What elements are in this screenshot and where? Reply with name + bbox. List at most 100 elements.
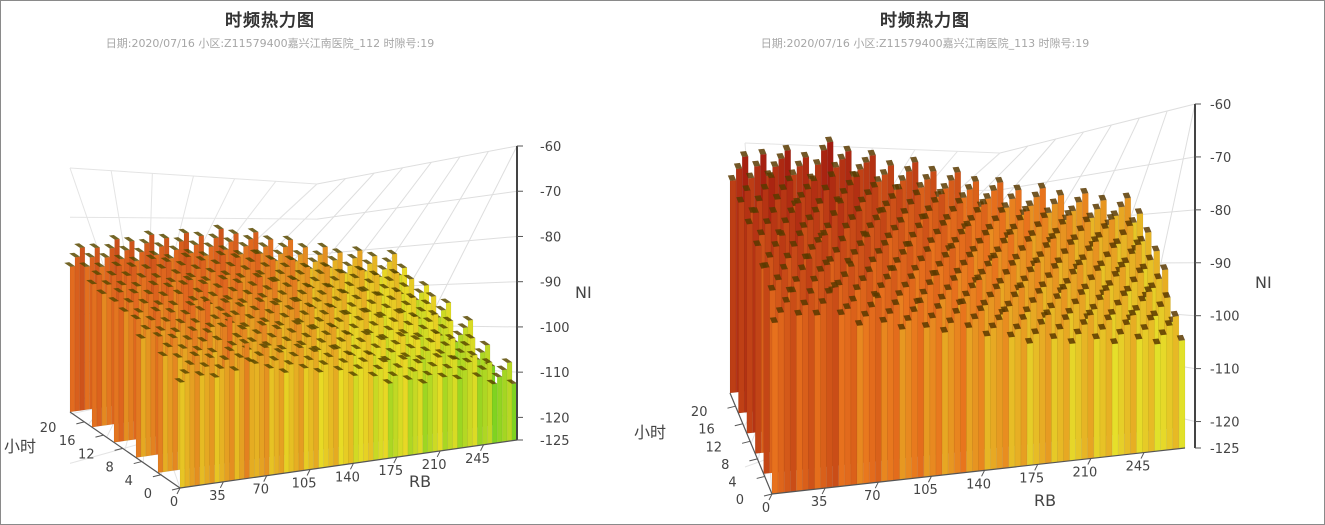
rb-bar-top — [201, 328, 213, 333]
z-axis-label: NI — [575, 283, 592, 302]
rb-bar-top — [284, 255, 296, 261]
rb-bar-top — [204, 322, 216, 328]
rb-bar-top — [1162, 292, 1171, 298]
rb-bar-top — [64, 262, 75, 267]
rb-bar-top — [256, 292, 268, 298]
rb-bar-top — [397, 328, 409, 334]
rb-bar — [373, 375, 379, 461]
rb-bar-top — [995, 277, 1005, 284]
rb-bar-top — [108, 234, 120, 240]
heatmap-panel-right: 时频热力图 日期:2020/07/16 小区:Z11579400嘉兴江南医院_1… — [620, 0, 1325, 525]
rb-bar-top — [850, 248, 859, 255]
rb-bar-top — [794, 309, 803, 316]
rb-bar-top — [153, 242, 165, 247]
rb-bar-top — [1059, 283, 1068, 290]
rb-bar-top — [227, 229, 239, 235]
rb-bar-top — [1030, 328, 1040, 335]
rb-bar — [820, 302, 827, 489]
rb-bar-top — [922, 173, 931, 180]
x-tick-mark — [1087, 458, 1092, 465]
rb-bar-top — [238, 338, 250, 344]
rb-bar-top — [272, 249, 284, 255]
rb-bar — [996, 319, 1003, 470]
rb-bar-top — [1027, 230, 1037, 237]
y-tick-label: 8 — [721, 458, 729, 473]
rb-bar-top — [762, 218, 772, 225]
rb-bar-top — [397, 354, 408, 360]
rb-bar-top — [836, 309, 845, 316]
rb-bar-top — [873, 292, 882, 299]
rb-bar-top — [106, 270, 117, 276]
rb-bar — [273, 359, 280, 475]
rb-bar-top — [967, 282, 977, 289]
rb-bar-top — [756, 229, 766, 236]
rb-bar — [368, 353, 374, 462]
rb-bar — [1075, 333, 1082, 461]
rb-bar — [917, 302, 925, 478]
rb-bar-top — [994, 314, 1003, 321]
rb-bar — [972, 318, 979, 472]
rb-bar-top — [989, 252, 999, 259]
chart-3d-plot[interactable]: 0 35 70 105 140 175 210 245048121620-60-70-80-9… — [620, 0, 1325, 525]
y-axis-label: 小时 — [634, 423, 666, 442]
rb-bar-top — [988, 322, 997, 329]
rb-bar — [887, 313, 894, 482]
rb-bar — [771, 322, 779, 495]
rb-bar-top — [1098, 194, 1107, 201]
rb-bar-top — [1049, 333, 1058, 340]
rb-bar — [358, 368, 364, 463]
rb-bar-top — [951, 236, 960, 243]
rb-bar-top — [1037, 318, 1046, 325]
rb-bar — [338, 369, 344, 466]
rb-bar-top — [953, 267, 962, 274]
rb-bar-top — [209, 314, 221, 320]
rb-bar-top — [1038, 281, 1047, 288]
rb-bar-top — [486, 379, 498, 385]
rb-bar-top — [1158, 329, 1167, 336]
rb-bar-top — [822, 259, 831, 266]
rb-bar-top — [396, 263, 407, 269]
rb-bar-top — [1131, 304, 1141, 311]
rb-bar-top — [186, 326, 198, 331]
rb-bar-top — [348, 323, 360, 329]
rb-bar-top — [1013, 184, 1022, 191]
rb-bar-top — [195, 255, 206, 261]
rb-bar-top — [1054, 257, 1063, 264]
rb-bar-top — [466, 350, 478, 356]
rb-bar-top — [906, 198, 915, 205]
rb-bar — [1099, 328, 1107, 458]
rb-bar-top — [975, 237, 984, 244]
rb-bar — [269, 367, 275, 476]
rb-bar-top — [506, 379, 517, 385]
rb-bar-top — [890, 224, 899, 231]
rb-bar — [868, 306, 876, 484]
rb-bar — [790, 291, 797, 493]
z-tick-label: -125 — [1210, 442, 1240, 457]
z-tick-label: -90 — [540, 276, 561, 291]
rb-bar-top — [286, 275, 298, 280]
rb-bar — [288, 363, 295, 473]
rb-bar — [893, 304, 900, 481]
rb-bar-top — [788, 169, 797, 176]
rb-bar-top — [295, 340, 307, 346]
rb-bar-top — [363, 328, 374, 334]
rb-bar — [1069, 342, 1076, 462]
rb-bar-top — [824, 136, 834, 143]
rb-bar-top — [479, 340, 491, 346]
rb-bar — [150, 319, 157, 456]
chart-3d-plot[interactable]: 0 35 70 105 140 175 210 245048121620-60-70-80-9… — [0, 0, 600, 525]
rb-bar-top — [305, 324, 317, 330]
rb-bar — [106, 283, 113, 426]
rb-bar-top — [446, 354, 458, 360]
rb-bar-top — [1144, 286, 1153, 293]
rb-bar-top — [935, 260, 944, 267]
rb-bar-top — [920, 213, 930, 219]
rb-bar-top — [353, 265, 365, 271]
rb-bar-top — [863, 189, 873, 196]
y-tick-label: 4 — [728, 475, 736, 490]
rb-bar-top — [288, 351, 299, 357]
rb-bar-top — [1143, 226, 1152, 233]
rb-bar-top — [118, 245, 130, 251]
rb-bar-top — [829, 209, 838, 216]
rb-bar-top — [222, 237, 234, 242]
